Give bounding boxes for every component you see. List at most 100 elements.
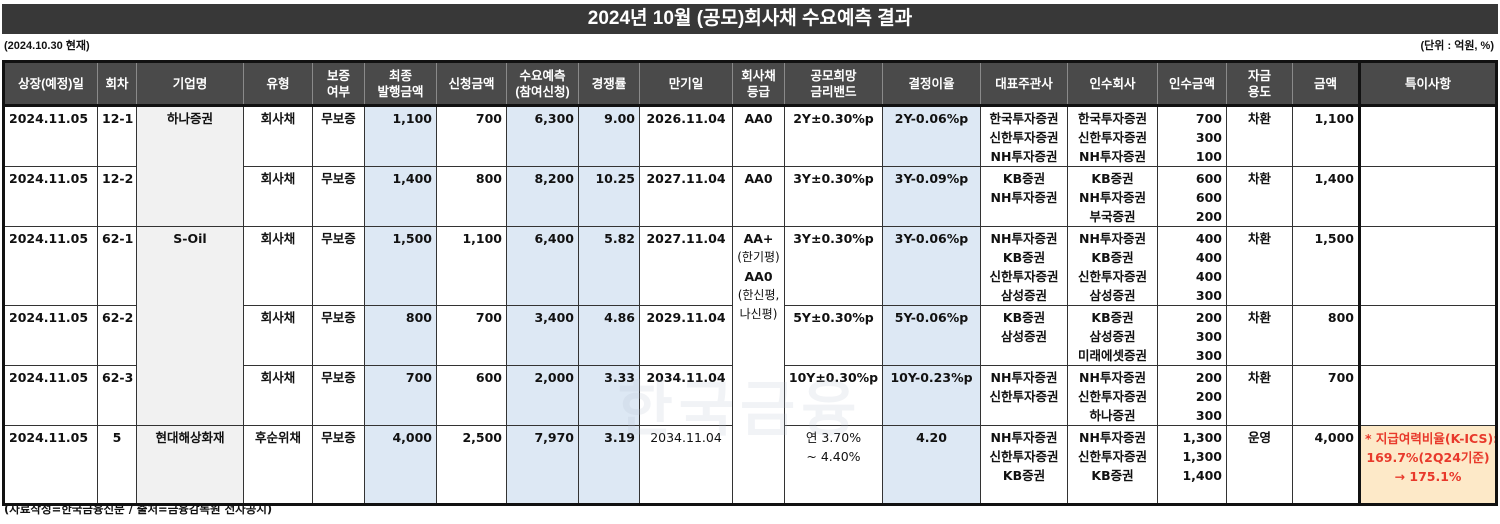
- underwriter: 신한투자증권: [1077, 389, 1147, 404]
- competition-rate: 4.86: [578, 305, 640, 366]
- lead-manager: KB증권: [1002, 310, 1046, 325]
- col-applied: 신청금액: [436, 61, 507, 107]
- underwriter: NH투자증권: [1079, 430, 1146, 445]
- rating-agency: (한기평): [737, 250, 780, 264]
- fund-use: 운영: [1226, 425, 1293, 505]
- underwriter: KB증권: [1091, 171, 1134, 186]
- competition-rate: 9.00: [578, 105, 640, 167]
- company-name: 현대해상화재: [136, 425, 244, 505]
- lead-manager: NH투자증권: [990, 231, 1058, 246]
- series: 62-1: [97, 226, 137, 306]
- lead-manager: NH투자증권: [990, 370, 1058, 385]
- lead-managers: NH투자증권 신한투자증권: [980, 365, 1068, 426]
- underwrite-amount: 600: [1195, 171, 1222, 186]
- col-band-l2: 금리밴드: [810, 84, 857, 99]
- underwrite-amount: 200: [1195, 370, 1222, 385]
- col-demand-l1: 수요예측: [519, 68, 566, 83]
- decided-rate: 4.20: [882, 425, 981, 505]
- underwriters: NH투자증권 신한투자증권 하나증권: [1067, 365, 1158, 426]
- underwrite-amount: 1,300: [1182, 430, 1222, 445]
- decided-rate: 3Y-0.09%p: [882, 166, 981, 227]
- guarantee: 무보증: [312, 226, 365, 306]
- col-decided-rate: 결정이율: [882, 61, 981, 107]
- maturity-date: 2027.11.04: [639, 166, 733, 227]
- col-use-l2: 용도: [1247, 84, 1271, 99]
- table-row: 2024.11.05 62-2 회사채 무보증 800 700 3,400 4.…: [3, 305, 1497, 366]
- fund-use: 차환: [1226, 305, 1293, 366]
- rate-band: 5Y±0.30%p: [784, 305, 883, 366]
- underwriter: 신한투자증권: [1077, 449, 1147, 464]
- series: 5: [97, 425, 137, 505]
- underwrite-amount: 300: [1195, 348, 1222, 363]
- underwriter: 삼성증권: [1089, 329, 1136, 344]
- final-issue: 1,400: [364, 166, 437, 227]
- as-of-date: (2024.10.30 현재): [4, 40, 90, 52]
- rate-band: 2Y±0.30%p: [784, 105, 883, 167]
- competition-rate: 3.19: [578, 425, 640, 505]
- col-company: 기업명: [136, 61, 244, 107]
- underwrite-amounts: 200 200 300: [1157, 365, 1227, 426]
- use-amount: 800: [1292, 305, 1360, 366]
- col-demand-l2: (참여신청): [515, 84, 570, 99]
- rate-band: 연 3.70% ~ 4.40%: [784, 425, 883, 505]
- col-guarantee-l1: 보증: [326, 68, 350, 83]
- applied-amount: 2,500: [436, 425, 507, 505]
- bond-type: 후순위채: [243, 425, 313, 505]
- fund-use: 차환: [1226, 166, 1293, 227]
- underwrite-amount: 300: [1195, 408, 1222, 423]
- series: 12-1: [97, 105, 137, 167]
- page-title: 2024년 10월 (공모)회사채 수요예측 결과: [2, 4, 1498, 34]
- company-name: S-Oil: [136, 226, 244, 426]
- underwriter: 신한투자증권: [1077, 269, 1147, 284]
- rate-band-line: ~ 4.40%: [806, 449, 861, 464]
- underwriter: 미래에셋증권: [1077, 348, 1147, 363]
- series: 62-2: [97, 305, 137, 366]
- guarantee: 무보증: [312, 365, 365, 426]
- credit-rating: AA0: [732, 166, 785, 227]
- bond-type: 회사채: [243, 105, 313, 167]
- remark-line: 169.7%(2Q24기준): [1366, 450, 1490, 465]
- table-row: 2024.11.05 62-3 회사채 무보증 700 600 2,000 3.…: [3, 365, 1497, 426]
- source-note: (자료작성=한국금융신문 / 출처=금융감독원 전자공시): [4, 502, 273, 516]
- use-amount: 1,500: [1292, 226, 1360, 306]
- underwrite-amount: 300: [1195, 329, 1222, 344]
- lead-manager: NH투자증권: [990, 190, 1058, 205]
- col-competition: 경쟁률: [578, 61, 640, 107]
- guarantee: 무보증: [312, 166, 365, 227]
- series: 12-2: [97, 166, 137, 227]
- demand-amount: 6,400: [506, 226, 579, 306]
- col-final-issue: 최종 발행금액: [364, 61, 437, 107]
- table-row: 2024.11.05 62-1 S-Oil 회사채 무보증 1,500 1,10…: [3, 226, 1497, 505]
- col-listing-date: 상장(예정)일: [3, 61, 98, 107]
- col-type: 유형: [243, 61, 313, 107]
- underwriter: 하나증권: [1089, 408, 1136, 423]
- use-amount: 4,000: [1292, 425, 1360, 505]
- competition-rate: 3.33: [578, 365, 640, 426]
- applied-amount: 800: [436, 166, 507, 227]
- guarantee: 무보증: [312, 425, 365, 505]
- fund-use: 차환: [1226, 365, 1293, 426]
- credit-rating: AA+ (한기평) AA0 (한신평, 나신평): [732, 226, 785, 505]
- underwriters: KB증권 NH투자증권 부국증권: [1067, 166, 1158, 227]
- rate-band: 10Y±0.30%p: [784, 365, 883, 426]
- underwrite-amount: 300: [1195, 130, 1222, 145]
- company-name: 하나증권: [136, 105, 244, 227]
- underwriter: NH투자증권: [1079, 149, 1146, 164]
- lead-manager: 신한투자증권: [989, 449, 1059, 464]
- competition-rate: 5.82: [578, 226, 640, 306]
- underwriters: NH투자증권 신한투자증권 KB증권: [1067, 425, 1158, 505]
- table-row: 2024.11.05 12-1 하나증권 회사채 무보증 1,100 700 6…: [3, 105, 1497, 227]
- listing-date: 2024.11.05: [3, 365, 98, 426]
- underwrite-amount: 1,400: [1182, 468, 1222, 483]
- lead-manager: KB증권: [1002, 250, 1046, 265]
- col-band-l1: 공모희망: [810, 68, 857, 83]
- table-row: 2024.11.05 5 현대해상화재 후순위채 무보증 4,000 2,500…: [3, 425, 1497, 505]
- competition-rate: 10.25: [578, 166, 640, 227]
- underwriter: 신한투자증권: [1077, 130, 1147, 145]
- col-remarks: 특이사항: [1358, 61, 1497, 107]
- rating-agency: 나신평): [739, 307, 778, 321]
- lead-manager: 한국투자증권: [989, 111, 1059, 126]
- underwriter: KB증권: [1091, 468, 1134, 483]
- lead-manager: KB증권: [1002, 468, 1046, 483]
- final-issue: 700: [364, 365, 437, 426]
